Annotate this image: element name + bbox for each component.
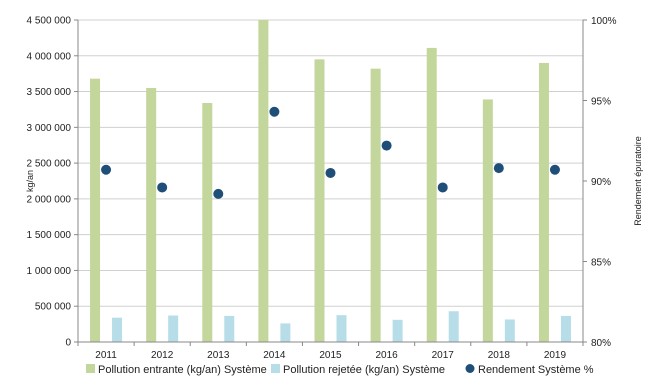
x-tick-label: 2017 <box>432 350 455 361</box>
x-tick-label: 2013 <box>207 350 230 361</box>
rendement-points <box>101 106 560 199</box>
x-tick-label: 2018 <box>488 350 511 361</box>
bar-entrante-2016 <box>370 68 381 342</box>
bar-rejetee-2013 <box>224 315 235 342</box>
legend-label: Rendement Système % <box>478 364 594 376</box>
y2-axis-title: Rendement épuratoire <box>633 136 643 226</box>
rendement-point-2018 <box>493 163 504 174</box>
rendement-point-2013 <box>213 188 224 199</box>
x-tick-label: 2016 <box>375 350 398 361</box>
y-tick-label: 2 000 000 <box>27 194 72 205</box>
y2-tick-label: 95% <box>591 97 611 108</box>
bar-rejetee-2019 <box>560 315 571 342</box>
y2-tick-label: 80% <box>591 338 611 349</box>
rendement-point-2011 <box>101 164 112 175</box>
bar-rejetee-2011 <box>112 317 123 342</box>
bar-rejetee-2017 <box>448 311 459 342</box>
bars <box>90 20 571 343</box>
y-axis-title: kg/an <box>25 170 35 192</box>
rendement-point-2019 <box>549 164 560 175</box>
x-tick-label: 2015 <box>319 350 342 361</box>
legend-marker <box>465 364 475 373</box>
y-tick-label: 1 500 000 <box>27 230 72 241</box>
tick-labels: 0 500 000 1 000 000 1 500 000 2 000 000 2 500… <box>27 16 617 362</box>
y-tick-label: 4 500 000 <box>27 16 72 27</box>
rendement-point-2012 <box>157 182 168 193</box>
rendement-point-2014 <box>269 106 280 117</box>
bar-entrante-2013 <box>202 103 213 342</box>
x-tick-label: 2019 <box>544 350 567 361</box>
gridlines <box>78 19 583 343</box>
bar-entrante-2011 <box>90 78 101 343</box>
x-tick-label: 2011 <box>95 350 117 361</box>
rendement-point-2016 <box>381 140 392 151</box>
rendement-point-2015 <box>325 167 336 178</box>
bar-rejetee-2018 <box>504 319 515 342</box>
legend-swatch <box>271 364 280 373</box>
bar-rejetee-2014 <box>280 323 291 342</box>
bar-rejetee-2016 <box>392 319 403 342</box>
y-tick-label: 1 000 000 <box>27 266 72 277</box>
y-tick-label: 500 000 <box>35 302 72 313</box>
rendement-point-2017 <box>437 182 448 193</box>
y-tick-label: 0 <box>65 338 71 349</box>
bar-entrante-2012 <box>146 87 157 342</box>
y2-tick-label: 90% <box>591 177 611 188</box>
axes <box>74 19 587 346</box>
bar-entrante-2014 <box>258 20 269 342</box>
bar-entrante-2015 <box>314 59 325 342</box>
y-tick-label: 3 000 000 <box>27 123 72 134</box>
x-tick-label: 2014 <box>263 350 286 361</box>
bar-entrante-2019 <box>538 62 549 342</box>
legend-label: Pollution entrante (kg/an) Système <box>98 364 267 376</box>
bar-rejetee-2012 <box>168 315 179 342</box>
y-tick-label: 3 500 000 <box>27 87 72 98</box>
legend: Pollution entrante (kg/an) Système Pollut… <box>86 364 594 376</box>
y-tick-label: 4 000 000 <box>27 51 72 62</box>
y2-tick-label: 100% <box>591 16 617 27</box>
x-tick-label: 2012 <box>151 350 174 361</box>
y2-tick-label: 85% <box>591 258 611 269</box>
legend-label: Pollution rejetée (kg/an) Système <box>283 364 445 376</box>
legend-swatch <box>86 364 95 373</box>
bar-entrante-2018 <box>482 99 493 342</box>
bar-rejetee-2015 <box>336 315 347 342</box>
bar-entrante-2017 <box>426 47 437 342</box>
y-tick-label: 2 500 000 <box>27 159 72 170</box>
